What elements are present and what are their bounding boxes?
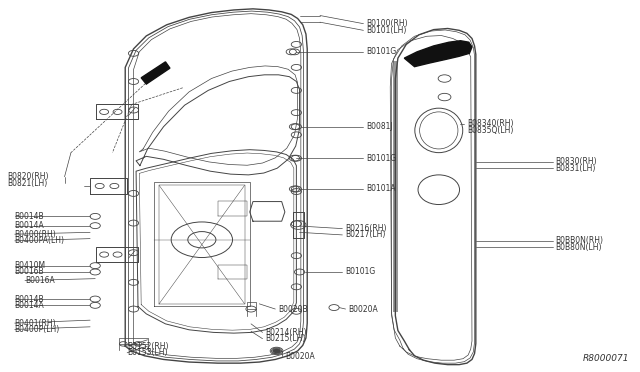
Text: B0020B: B0020B: [278, 305, 308, 314]
Text: B0400P(LH): B0400P(LH): [15, 325, 60, 334]
Text: B0020A: B0020A: [349, 305, 378, 314]
Text: B0400PA(LH): B0400PA(LH): [15, 236, 65, 246]
Text: B0153(LH): B0153(LH): [127, 348, 168, 357]
Polygon shape: [404, 41, 472, 67]
Text: B0101G: B0101G: [346, 267, 376, 276]
Text: B0152(RH): B0152(RH): [127, 341, 168, 350]
Text: B0410M: B0410M: [15, 261, 46, 270]
Text: B0020A: B0020A: [285, 352, 315, 361]
Text: B0014A: B0014A: [15, 221, 45, 230]
Text: B0214(RH): B0214(RH): [266, 328, 307, 337]
Text: B0016B: B0016B: [15, 267, 44, 276]
Text: B0831(LH): B0831(LH): [555, 164, 595, 173]
Text: B0014B: B0014B: [15, 295, 44, 304]
Polygon shape: [141, 62, 170, 84]
Text: B0016A: B0016A: [25, 276, 54, 285]
Text: B0014A: B0014A: [15, 301, 45, 310]
Text: B0014B: B0014B: [15, 212, 44, 221]
Text: B0821(LH): B0821(LH): [7, 179, 47, 187]
Text: B0400(RH): B0400(RH): [15, 230, 56, 239]
Text: R8000071: R8000071: [583, 354, 630, 363]
Text: B0B80N(LH): B0B80N(LH): [555, 243, 602, 251]
Circle shape: [273, 349, 280, 353]
Text: B0081J: B0081J: [366, 122, 392, 131]
Text: B0BB0N(RH): B0BB0N(RH): [555, 236, 603, 246]
Polygon shape: [394, 61, 398, 312]
Text: B0101A: B0101A: [366, 185, 396, 193]
Text: B0216(RH): B0216(RH): [346, 224, 387, 233]
Text: B0835Q(LH): B0835Q(LH): [467, 126, 513, 135]
Text: B0101(LH): B0101(LH): [366, 26, 406, 35]
Text: B0820(RH): B0820(RH): [7, 172, 49, 181]
Text: B0101G: B0101G: [366, 154, 396, 163]
Text: B0101G: B0101G: [366, 47, 396, 56]
Text: B08340(RH): B08340(RH): [467, 119, 513, 128]
Text: B0100(RH): B0100(RH): [366, 19, 408, 28]
Text: B0217(LH): B0217(LH): [346, 230, 386, 240]
Text: B0830(RH): B0830(RH): [555, 157, 596, 166]
Text: B0215(LH): B0215(LH): [266, 334, 306, 343]
Text: B0401(RH): B0401(RH): [15, 319, 56, 328]
